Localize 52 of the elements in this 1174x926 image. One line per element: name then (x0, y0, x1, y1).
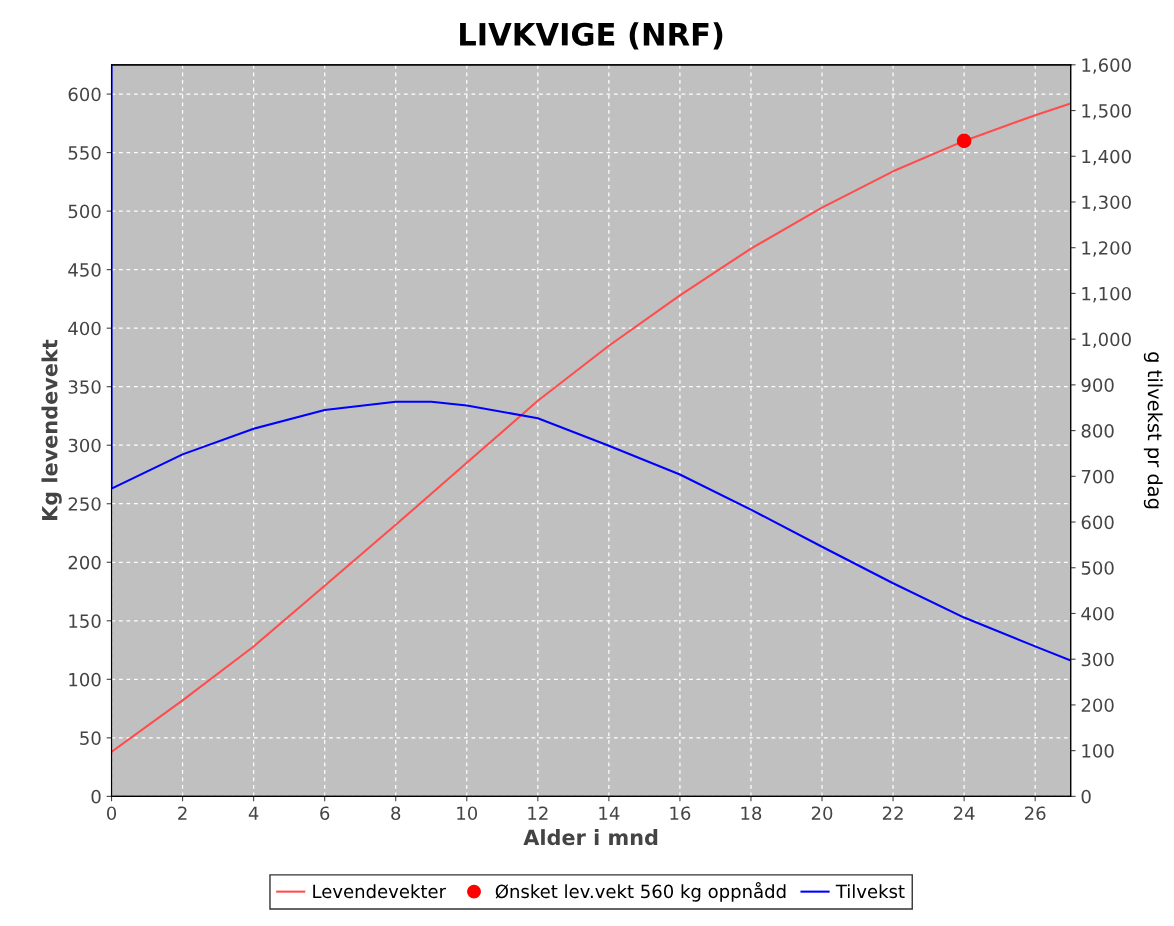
y2-tick-label: 300 (1081, 652, 1114, 667)
y2-tick-label: 700 (1081, 469, 1114, 484)
y-tick-label: 250 (68, 497, 101, 511)
legend-label: Levendevekter (313, 884, 447, 899)
x-tick-label: 8 (391, 806, 401, 821)
x-tick-label: 22 (882, 806, 903, 820)
y2-tick-label: 100 (1082, 744, 1114, 758)
y2-tick-label: 0 (1081, 789, 1091, 804)
x-tick-label: 2 (178, 806, 187, 820)
y-tick-label: 600 (68, 87, 101, 102)
y-tick-label: 400 (68, 321, 101, 336)
y2-axis-title: g tilvekst pr dag (1143, 352, 1163, 509)
y-tick-label: 100 (69, 672, 101, 687)
y-tick-label: 200 (68, 555, 101, 570)
legend-label: Ønsket lev.vekt 560 kg oppnådd (495, 882, 786, 902)
y-tick-label: 450 (68, 263, 101, 277)
x-tick-label: 16 (670, 806, 691, 821)
x-tick-label: 20 (811, 806, 833, 821)
y-tick-label: 50 (80, 731, 101, 745)
x-tick-label: 6 (320, 806, 330, 821)
y2-tick-label: 1,100 (1082, 286, 1131, 303)
x-tick-label: 24 (953, 806, 975, 820)
x-tick-label: 18 (741, 806, 762, 821)
y-tick-label: 150 (69, 614, 101, 628)
y-tick-label: 550 (68, 146, 101, 160)
y2-tick-label: 1,400 (1082, 149, 1131, 166)
y2-tick-label: 1,000 (1082, 332, 1131, 349)
y-tick-label: 350 (68, 380, 101, 394)
x-tick-label: 14 (599, 806, 620, 820)
y2-tick-label: 900 (1081, 378, 1114, 392)
y-tick-label: 500 (68, 204, 101, 219)
y2-tick-label: 1,300 (1082, 195, 1131, 211)
x-axis-title: Alder i mnd (523, 829, 658, 846)
y2-tick-label: 1,500 (1082, 104, 1131, 120)
y2-tick-label: 500 (1081, 561, 1114, 575)
line-series (111, 102, 1071, 753)
y2-tick-label: 200 (1081, 698, 1114, 713)
y2-tick-label: 1,200 (1082, 241, 1131, 257)
x-tick-label: 10 (457, 806, 478, 821)
x-tick-label: 0 (106, 806, 117, 821)
y2-tick-label: 400 (1081, 606, 1114, 621)
chart-title: LIVKVIGE (NRF) (460, 22, 723, 50)
x-tick-label: 26 (1025, 806, 1046, 821)
legend-label: Tilvekst (835, 884, 905, 899)
y-axis-title: Kg levendevekt (41, 339, 62, 521)
y2-tick-label: 1,600 (1082, 58, 1131, 74)
x-tick-label: 4 (248, 806, 259, 820)
y2-tick-label: 800 (1081, 424, 1114, 438)
y2-tick-label: 600 (1081, 515, 1114, 530)
y-tick-label: 300 (68, 438, 101, 453)
y-tick-label: 0 (91, 789, 101, 804)
x-tick-label: 12 (528, 806, 548, 820)
